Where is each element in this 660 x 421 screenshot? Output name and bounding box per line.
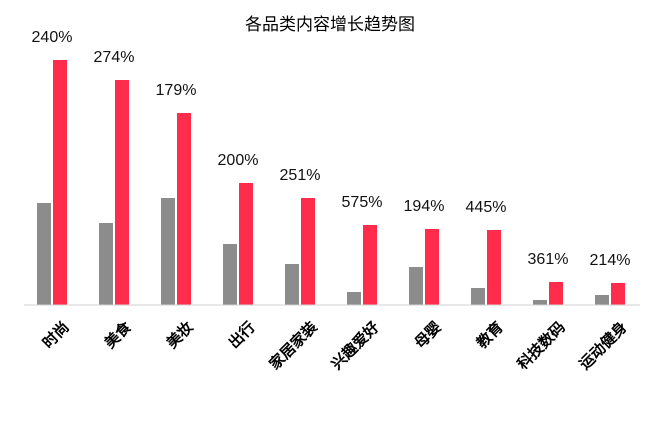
growth-label-6: 194% [404, 198, 445, 215]
growth-label-5: 575% [342, 194, 383, 211]
category-label-6: 母婴 [411, 318, 445, 352]
bar-gray-4 [285, 264, 299, 305]
bar-gray-7 [471, 288, 485, 305]
bar-gray-2 [161, 198, 175, 305]
bar-gray-5 [347, 292, 361, 305]
bar-red-8 [549, 282, 563, 305]
bar-gray-0 [37, 203, 51, 305]
growth-label-1: 274% [94, 49, 135, 66]
category-label-5: 兴趣爱好 [328, 318, 383, 373]
bar-red-3 [239, 183, 253, 305]
bar-gray-1 [99, 223, 113, 305]
growth-label-2: 179% [156, 82, 197, 99]
bar-red-4 [301, 198, 315, 305]
bar-red-7 [487, 230, 501, 305]
bar-gray-3 [223, 244, 237, 305]
category-label-7: 教育 [472, 318, 507, 353]
growth-labels-layer: 240% 274% 179% 200% 251% 575% 194% 445% 361% 214% [32, 29, 631, 269]
growth-label-0: 240% [32, 29, 73, 46]
category-label-9: 运动健身 [576, 318, 631, 373]
growth-label-8: 361% [528, 251, 569, 268]
category-label-0: 时尚 [39, 318, 73, 352]
category-label-8: 科技数码 [514, 318, 569, 373]
growth-label-3: 200% [218, 152, 259, 169]
bar-gray-8 [533, 300, 547, 305]
category-label-1: 美食 [101, 317, 136, 352]
chart-title: 各品类内容增长趋势图 [245, 15, 415, 35]
category-label-3: 出行 [225, 318, 259, 352]
bar-red-1 [115, 80, 129, 305]
bar-red-0 [53, 60, 67, 305]
bar-gray-9 [595, 295, 609, 305]
bars-layer [37, 60, 625, 305]
bar-red-5 [363, 225, 377, 305]
growth-label-9: 214% [590, 252, 631, 269]
growth-label-7: 445% [466, 199, 507, 216]
category-labels-layer: 时尚 美食 美妆 出行 家居家装 兴趣爱好 母婴 教育 科技数码 运动健身 [39, 317, 631, 373]
bar-gray-6 [409, 267, 423, 305]
growth-label-4: 251% [280, 167, 321, 184]
category-label-2: 美妆 [163, 318, 197, 352]
bar-red-2 [177, 113, 191, 305]
bar-red-9 [611, 283, 625, 305]
category-label-4: 家居家装 [266, 317, 322, 373]
bar-red-6 [425, 229, 439, 305]
